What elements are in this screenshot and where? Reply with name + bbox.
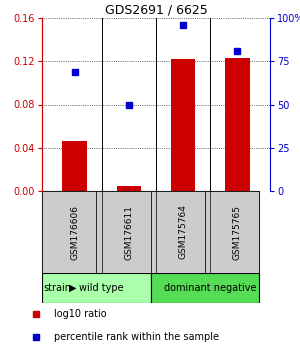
Text: ▶: ▶ bbox=[69, 283, 76, 293]
Bar bbox=[225, 58, 250, 191]
Bar bbox=[42, 191, 96, 273]
Bar bbox=[151, 191, 205, 273]
Bar bbox=[151, 273, 259, 303]
Text: wild type: wild type bbox=[80, 283, 124, 293]
Bar bbox=[117, 185, 141, 191]
Bar bbox=[205, 191, 259, 273]
Bar bbox=[42, 273, 151, 303]
Bar bbox=[62, 141, 87, 191]
Bar bbox=[96, 191, 151, 273]
Text: strain: strain bbox=[43, 283, 71, 293]
Title: GDS2691 / 6625: GDS2691 / 6625 bbox=[105, 4, 207, 17]
Text: dominant negative: dominant negative bbox=[164, 283, 256, 293]
Text: GSM175764: GSM175764 bbox=[178, 205, 188, 259]
Text: log10 ratio: log10 ratio bbox=[54, 309, 106, 319]
Text: GSM176611: GSM176611 bbox=[124, 205, 134, 259]
Text: percentile rank within the sample: percentile rank within the sample bbox=[54, 332, 219, 342]
Text: GSM175765: GSM175765 bbox=[233, 205, 242, 259]
Text: GSM176606: GSM176606 bbox=[70, 205, 79, 259]
Bar bbox=[171, 59, 195, 191]
